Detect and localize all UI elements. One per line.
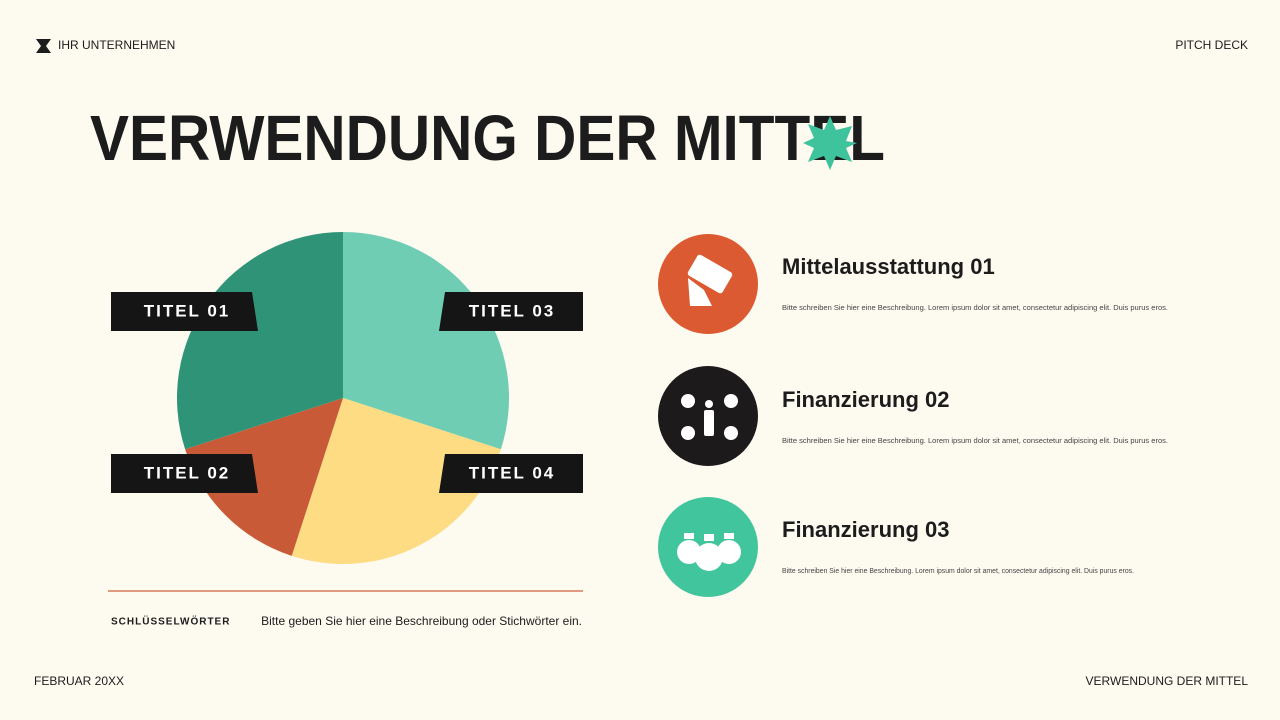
- pie-label-text: TITEL 02: [144, 463, 231, 482]
- pie-chart: [177, 232, 509, 564]
- keywords-text: Bitte geben Sie hier eine Beschreibung o…: [261, 614, 582, 628]
- pie-slice: [343, 232, 509, 450]
- item-description: Bitte schreiben Sie hier eine Beschreibu…: [782, 305, 1168, 312]
- pie-slice: [291, 398, 501, 564]
- star-decoration: [803, 116, 857, 170]
- icon-finance-person: [681, 394, 738, 440]
- footer-date: FEBRUAR 20XX: [34, 674, 124, 688]
- slide-title: VERWENDUNG DER MITTEL: [90, 102, 885, 174]
- item-list: Mittelausstattung 01 Bitte schreiben Sie …: [782, 254, 1168, 575]
- pie-label: TITEL 01 TITEL 03 TITEL 02 TITEL 04: [111, 292, 583, 493]
- pie-label-text: TITEL 04: [469, 463, 556, 482]
- item-title: Finanzierung 02: [782, 387, 949, 412]
- deck-label: PITCH DECK: [1175, 38, 1248, 52]
- item-description: Bitte schreiben Sie hier eine Beschreibu…: [782, 568, 1134, 575]
- pie-label-text: TITEL 03: [469, 301, 556, 320]
- pie-slice: [177, 232, 343, 450]
- pie-slice: [185, 398, 343, 556]
- item-title: Mittelausstattung 01: [782, 254, 995, 279]
- footer-section: VERWENDUNG DER MITTEL: [1086, 674, 1249, 688]
- logo: [36, 39, 51, 53]
- company: IHR UNTERNEHMEN: [58, 38, 175, 52]
- icon-money-bags: [677, 533, 741, 571]
- keywords-label: SCHLÜSSELWÖRTER: [111, 615, 230, 628]
- item-title: Finanzierung 03: [782, 517, 949, 542]
- icon-money-hand: [687, 254, 733, 306]
- pie-label-text: TITEL 01: [144, 301, 231, 320]
- item-description: Bitte schreiben Sie hier eine Beschreibu…: [782, 438, 1168, 445]
